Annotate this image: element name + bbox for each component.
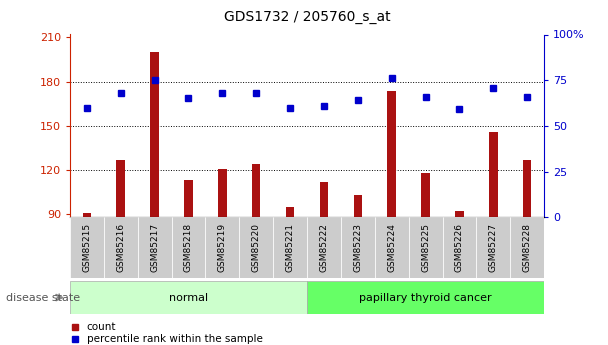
Bar [70, 281, 307, 314]
Bar [171, 217, 206, 278]
Text: papillary thyroid cancer: papillary thyroid cancer [359, 293, 492, 303]
Text: GSM85218: GSM85218 [184, 223, 193, 272]
Text: GSM85224: GSM85224 [387, 223, 396, 272]
Bar [273, 217, 307, 278]
Bar [83, 213, 91, 217]
Bar [443, 217, 477, 278]
Text: disease state: disease state [6, 293, 80, 303]
Bar [240, 217, 273, 278]
Text: percentile rank within the sample: percentile rank within the sample [86, 335, 263, 344]
Bar [523, 160, 531, 217]
Text: GDS1732 / 205760_s_at: GDS1732 / 205760_s_at [224, 10, 390, 24]
Bar [307, 281, 544, 314]
Bar [104, 217, 137, 278]
Bar [375, 217, 409, 278]
Bar [117, 160, 125, 217]
Bar [341, 217, 375, 278]
Text: GSM85221: GSM85221 [286, 223, 295, 272]
Text: GSM85227: GSM85227 [489, 223, 498, 272]
Bar [70, 217, 104, 278]
Bar [510, 217, 544, 278]
Bar [455, 211, 464, 217]
Bar [387, 90, 396, 217]
Bar [477, 217, 510, 278]
Text: normal: normal [169, 293, 208, 303]
Text: GSM85226: GSM85226 [455, 223, 464, 272]
Text: GSM85222: GSM85222 [319, 223, 328, 272]
Bar [307, 217, 341, 278]
Text: count: count [86, 322, 116, 332]
Bar [286, 207, 294, 217]
Bar [206, 217, 240, 278]
Text: GSM85225: GSM85225 [421, 223, 430, 272]
Bar [421, 173, 430, 217]
Bar [409, 217, 443, 278]
Text: GSM85223: GSM85223 [353, 223, 362, 272]
Text: GSM85215: GSM85215 [82, 223, 91, 272]
Bar [354, 195, 362, 217]
Text: GSM85220: GSM85220 [252, 223, 261, 272]
Text: GSM85228: GSM85228 [523, 223, 532, 272]
Bar [218, 169, 227, 217]
Bar [150, 52, 159, 217]
Bar [489, 132, 497, 217]
Bar [137, 217, 171, 278]
Bar [320, 182, 328, 217]
Text: GSM85216: GSM85216 [116, 223, 125, 272]
Text: GSM85219: GSM85219 [218, 223, 227, 272]
Bar [184, 180, 193, 217]
Bar [252, 164, 260, 217]
Text: GSM85217: GSM85217 [150, 223, 159, 272]
